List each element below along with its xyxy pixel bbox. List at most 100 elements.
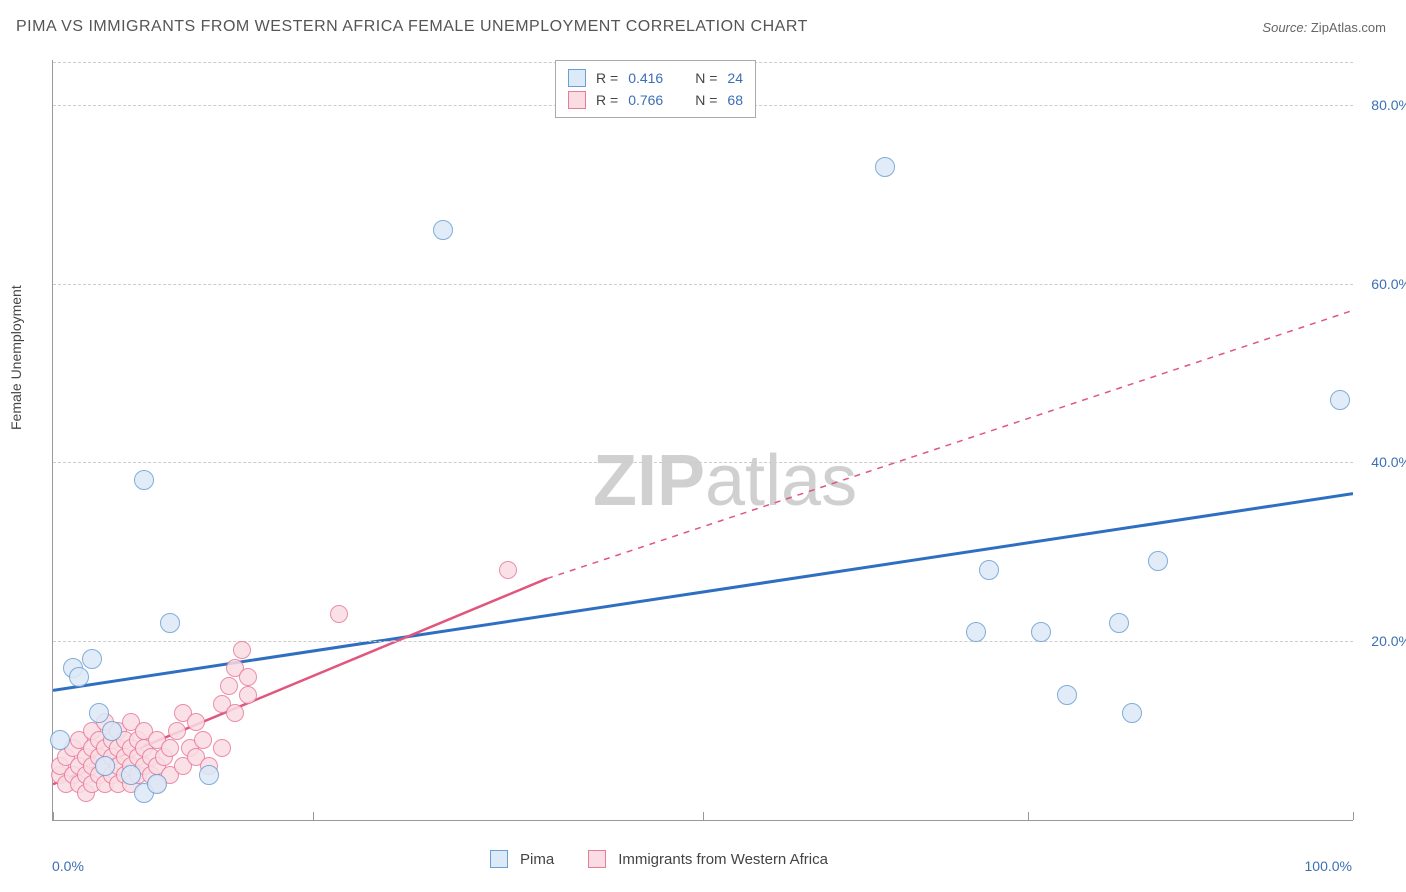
pink-point <box>103 766 121 784</box>
pink-point <box>200 757 218 775</box>
blue-point <box>1031 622 1051 642</box>
pink-point <box>109 775 127 793</box>
stat-r-blue: 0.416 <box>628 67 663 89</box>
legend-label-blue: Pima <box>520 851 554 868</box>
stat-label-r: R = <box>596 89 618 111</box>
y-tick-label: 20.0% <box>1361 633 1406 649</box>
pink-point <box>330 605 348 623</box>
blue-point <box>1148 551 1168 571</box>
pink-point <box>129 731 147 749</box>
gridline <box>53 284 1353 285</box>
x-axis-max-label: 100.0% <box>1305 858 1352 874</box>
swatch-blue <box>490 850 508 868</box>
pink-point <box>135 757 153 775</box>
pink-point <box>187 713 205 731</box>
pink-point <box>83 757 101 775</box>
pink-point <box>83 722 101 740</box>
pink-point <box>239 686 257 704</box>
source-attribution: Source: ZipAtlas.com <box>1262 20 1386 35</box>
pink-point <box>96 713 114 731</box>
blue-point <box>69 667 89 687</box>
pink-point <box>194 731 212 749</box>
pink-point <box>109 757 127 775</box>
x-axis-min-label: 0.0% <box>52 858 84 874</box>
stat-n-pink: 68 <box>727 89 743 111</box>
pink-point <box>161 766 179 784</box>
pink-point <box>90 731 108 749</box>
pink-point <box>135 739 153 757</box>
pink-point <box>233 641 251 659</box>
x-tick <box>313 812 314 820</box>
pink-point <box>116 766 134 784</box>
pink-point <box>83 739 101 757</box>
blue-point <box>63 658 83 678</box>
pink-point <box>64 739 82 757</box>
x-tick <box>1028 812 1029 820</box>
blue-point <box>89 703 109 723</box>
pink-point <box>90 748 108 766</box>
pink-point <box>168 722 186 740</box>
pink-point <box>155 748 173 766</box>
pink-point <box>70 775 88 793</box>
blue-point <box>82 649 102 669</box>
stat-n-blue: 24 <box>727 67 743 89</box>
stats-legend: R = 0.416 N = 24 R = 0.766 N = 68 <box>555 60 756 118</box>
pink-point <box>109 739 127 757</box>
chart-title: PIMA VS IMMIGRANTS FROM WESTERN AFRICA F… <box>16 18 808 36</box>
pink-point <box>122 775 140 793</box>
blue-point <box>199 765 219 785</box>
y-tick-label: 80.0% <box>1361 97 1406 113</box>
x-tick <box>1353 812 1354 820</box>
pink-point <box>96 739 114 757</box>
pink-point <box>213 739 231 757</box>
series-legend: Pima Immigrants from Western Africa <box>490 850 828 868</box>
blue-point <box>160 613 180 633</box>
watermark: ZIPatlas <box>593 440 857 522</box>
pink-point <box>122 757 140 775</box>
pink-point <box>51 757 69 775</box>
pink-point <box>90 766 108 784</box>
source-value: ZipAtlas.com <box>1311 20 1386 35</box>
blue-point <box>102 721 122 741</box>
blue-point <box>134 470 154 490</box>
x-tick <box>703 812 704 820</box>
stat-r-pink: 0.766 <box>628 89 663 111</box>
pink-point <box>161 739 179 757</box>
blue-point <box>50 730 70 750</box>
pink-point <box>135 722 153 740</box>
blue-point <box>1109 613 1129 633</box>
pink-point <box>96 775 114 793</box>
y-axis-label: Female Unemployment <box>8 285 24 430</box>
plot-area: ZIPatlas 20.0%40.0%60.0%80.0% <box>52 60 1353 821</box>
x-tick <box>53 812 54 820</box>
swatch-pink <box>588 850 606 868</box>
pink-point <box>116 731 134 749</box>
pink-point <box>109 722 127 740</box>
gridline <box>53 641 1353 642</box>
pink-point <box>122 739 140 757</box>
blue-point <box>979 560 999 580</box>
pink-point <box>174 704 192 722</box>
blue-point <box>1057 685 1077 705</box>
pink-point <box>226 704 244 722</box>
pink-point <box>70 731 88 749</box>
pink-point <box>77 784 95 802</box>
y-tick-label: 60.0% <box>1361 276 1406 292</box>
blue-point <box>95 756 115 776</box>
blue-point <box>121 765 141 785</box>
pink-point <box>220 677 238 695</box>
stat-label-r: R = <box>596 67 618 89</box>
gridline <box>53 462 1353 463</box>
pink-point <box>181 739 199 757</box>
blue-point <box>433 220 453 240</box>
pink-point <box>51 766 69 784</box>
blue-point <box>134 783 154 803</box>
pink-point <box>77 766 95 784</box>
stats-row-blue: R = 0.416 N = 24 <box>568 67 743 89</box>
pink-point <box>77 748 95 766</box>
pink-point <box>64 766 82 784</box>
pink-point <box>129 766 147 784</box>
pink-point <box>148 775 166 793</box>
pink-point <box>116 748 134 766</box>
blue-point <box>966 622 986 642</box>
